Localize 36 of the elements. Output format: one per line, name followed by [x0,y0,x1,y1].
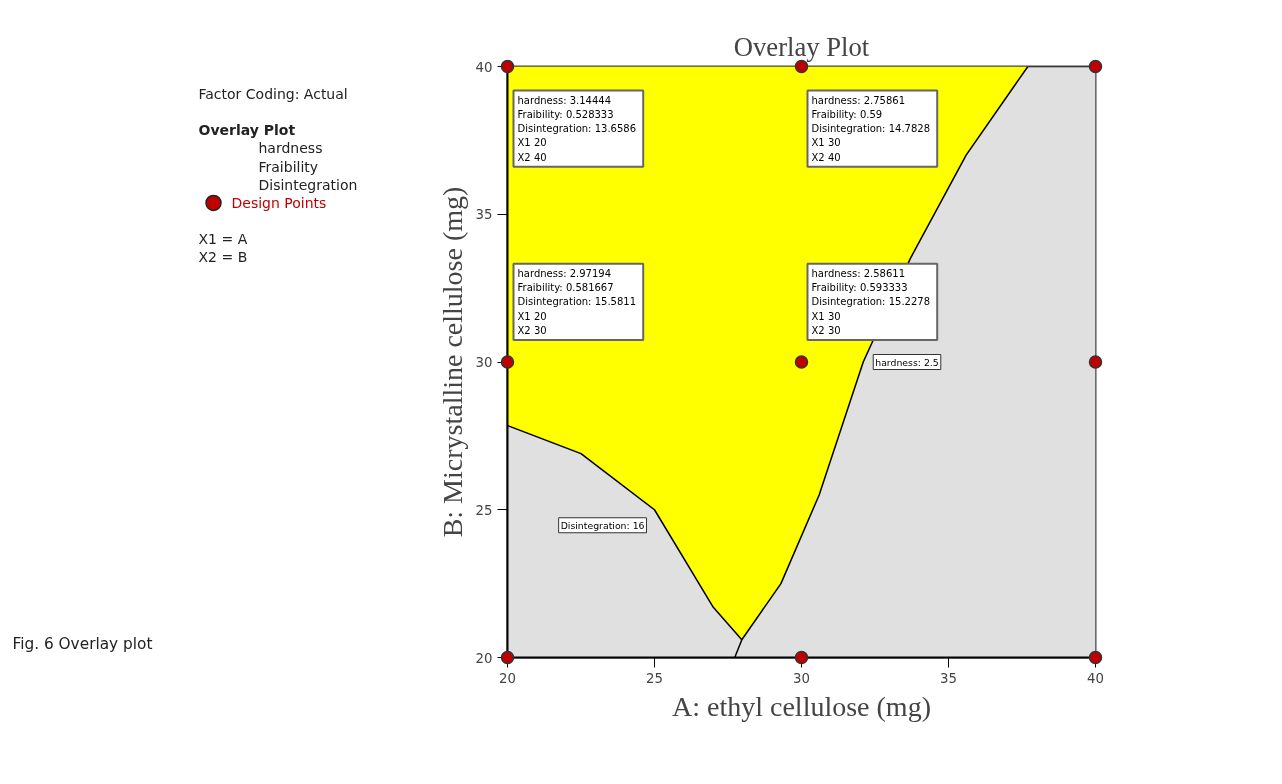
point [1088,355,1103,369]
text: X2 = B [198,249,248,266]
text: hardness [258,140,323,157]
y-tick-label: 25 [475,502,493,518]
x-tick-label: 30 [793,670,810,686]
x-tick-label: 40 [1087,670,1104,686]
x-tick-label: 35 [940,670,957,686]
y-tick-label: 20 [475,650,493,666]
x-tick-label: 20 [499,670,516,686]
x-tick-label: 25 [646,670,663,686]
point [1088,650,1103,665]
caption: Fig. 6 Overlay plot [12,634,153,653]
text: X1 = A [198,231,248,248]
text: Disintegration [258,176,358,193]
legend-title: Overlay Plot [198,122,296,139]
annotation: Disintegration: 16 [560,519,645,531]
point [1088,59,1103,74]
chart-title: Overlay Plot [733,31,870,62]
y-axis-title: B: Micrystalline cellulose (mg) [436,186,468,538]
y-tick-label: 30 [475,355,493,370]
x-axis-title: A: ethyl cellulose (mg) [672,690,931,722]
y-tick-label: 40 [475,59,493,75]
text: Factor Coding: Actual [198,85,348,102]
point [500,650,515,665]
annotation: hardness: 3.14444 Fraibility: 0.528333 Disintegration: 13.6586 X1 20 X2 40 [517,94,637,163]
annotation: hardness: 2.5 [875,356,939,368]
point [794,355,809,369]
point [500,59,515,74]
annotation: hardness: 2.58611 Fraibility: 0.593333 Disintegration: 15.2278 X1 30 X2 30 [811,267,931,336]
annotation: hardness: 2.97194 Fraibility: 0.581667 Disintegration: 15.5811 X1 20 X2 30 [517,267,637,336]
point [500,355,515,369]
point [794,650,809,665]
text: Fraibility [258,158,319,175]
legend-label: Design Points [231,194,327,211]
y-tick-label: 35 [475,207,493,223]
annotation: hardness: 2.75861 Fraibility: 0.59 Disintegration: 14.7828 X1 30 X2 40 [811,94,931,163]
